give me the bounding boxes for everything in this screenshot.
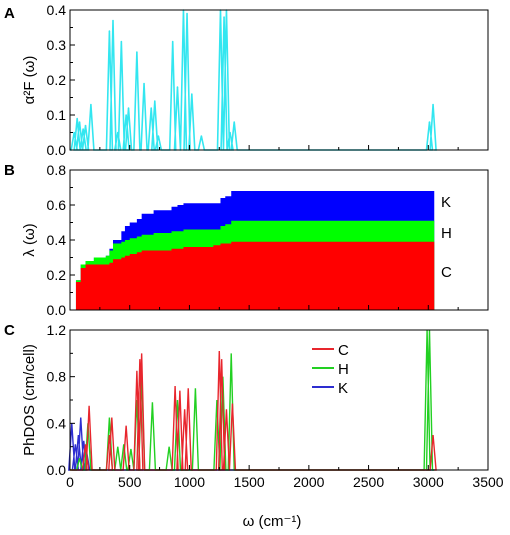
x-tick-label: 3000 [413, 474, 444, 490]
y-tick-label: 0.4 [47, 415, 67, 431]
a2f-peak-point [432, 103, 434, 106]
panel-c-plot-area [68, 329, 437, 471]
band-label-c: C [441, 264, 452, 281]
a2f-peak-point [76, 117, 78, 120]
y-tick-label: 1.2 [47, 322, 67, 338]
a2f-peak-point [116, 131, 119, 134]
x-tick-label: 2500 [353, 474, 384, 490]
a2f-peak-point [125, 114, 127, 116]
panel-b-axes: 0.0 0.2 0.4 0.6 0.8 [47, 162, 489, 318]
y-tick-label: 0.4 [47, 232, 67, 248]
panel-a-plot-area [70, 9, 437, 151]
panel-c: C 0 500 1000 1500 2000 2500 3000 3500 0.0 0.4 0.8 1… [4, 322, 504, 490]
panel-c-axes: 0 500 1000 1500 2000 2500 3000 3500 0.0 0.4 0.8 1.2 [47, 322, 504, 490]
a2f-peak-point [127, 107, 130, 109]
a2f-peak-point [108, 30, 111, 32]
panel-b-plot-area [70, 191, 435, 310]
y-tick-label: 0.0 [47, 302, 67, 318]
y-tick-label: 0.8 [47, 162, 67, 178]
y-tick-label: 0.3 [47, 37, 67, 53]
a2f-peak-point [233, 121, 236, 123]
a2f-peak-point [78, 121, 81, 123]
x-tick-label: 2000 [293, 474, 324, 490]
y-tick-label: 0.6 [47, 197, 67, 213]
x-tick-label: 1500 [234, 474, 265, 490]
panel-c-ylabel: PhDOS (cm/cell) [21, 344, 38, 456]
panel-letter-c: C [4, 322, 15, 339]
x-tick-label: 500 [118, 474, 142, 490]
panel-c-legend: CHK [312, 342, 349, 397]
a2f-peak-point [153, 100, 156, 102]
y-tick-label: 0.0 [47, 462, 67, 478]
phdos-line-c [70, 350, 437, 471]
a2f-peak-point [176, 86, 179, 88]
y-tick-label: 0.2 [47, 72, 67, 88]
a2f-line [70, 9, 437, 151]
panel-a-axes: 0.0 0.1 0.2 0.3 0.4 [47, 2, 489, 158]
panel-letter-b: B [4, 162, 15, 179]
panel-b: B 0.0 0.2 0.4 0.6 0.8 λ (ω) K H C [4, 162, 489, 318]
y-tick-label: 0.8 [47, 369, 67, 385]
a2f-peak-point [150, 107, 153, 109]
a2f-peak-point [90, 103, 92, 106]
a2f-peak-point [157, 135, 160, 137]
a2f-peak-point [82, 128, 84, 130]
panel-a-ylabel: α²F (ω) [21, 56, 38, 105]
band-label-h: H [441, 225, 452, 242]
y-tick-label: 0.4 [47, 2, 67, 18]
lambda-area-c [70, 241, 435, 310]
x-tick-label: 0 [66, 474, 74, 490]
a2f-peak-point [200, 135, 203, 137]
band-label-k: K [441, 194, 451, 211]
a2f-peak-point [191, 93, 193, 95]
a2f-peak-point [229, 131, 231, 134]
y-tick-label: 0.2 [47, 267, 67, 283]
a2f-peak-point [120, 40, 123, 43]
legend-label-c: C [338, 342, 349, 359]
y-tick-label: 0.1 [47, 107, 67, 123]
a2f-peak-point [143, 82, 145, 85]
a2f-peak-point [428, 121, 431, 123]
a2f-peak-point [112, 19, 114, 22]
a2f-peak-point [223, 16, 225, 18]
a2f-peak-point [186, 12, 188, 15]
panel-a: A 0.0 0.1 0.2 0.3 0.4 α²F (ω) [4, 2, 489, 158]
a2f-peak-point [73, 131, 75, 134]
legend-label-h: H [338, 361, 349, 378]
panel-a-frame [69, 9, 489, 151]
x-tick-label: 1000 [174, 474, 205, 490]
legend-label-k: K [338, 380, 348, 397]
x-axis-label: ω (cm⁻¹) [243, 513, 302, 530]
x-tick-label: 3500 [472, 474, 503, 490]
a2f-peak-point [171, 40, 174, 43]
panel-b-ylabel: λ (ω) [21, 223, 38, 256]
a2f-peak-point [136, 51, 138, 53]
panel-letter-a: A [4, 5, 15, 22]
a2f-peak-point [84, 124, 87, 127]
y-tick-label: 0.0 [47, 142, 67, 158]
